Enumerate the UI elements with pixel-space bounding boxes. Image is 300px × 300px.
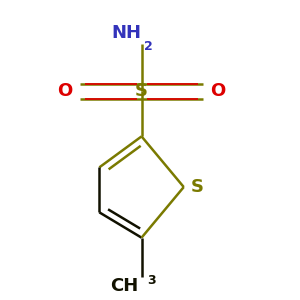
Text: NH: NH [112,24,142,42]
Text: 3: 3 [147,274,156,287]
Text: O: O [57,82,73,100]
Text: 2: 2 [144,40,153,53]
Text: S: S [191,178,204,196]
Text: O: O [211,82,226,100]
Text: S: S [135,82,148,100]
Text: CH: CH [110,277,139,295]
